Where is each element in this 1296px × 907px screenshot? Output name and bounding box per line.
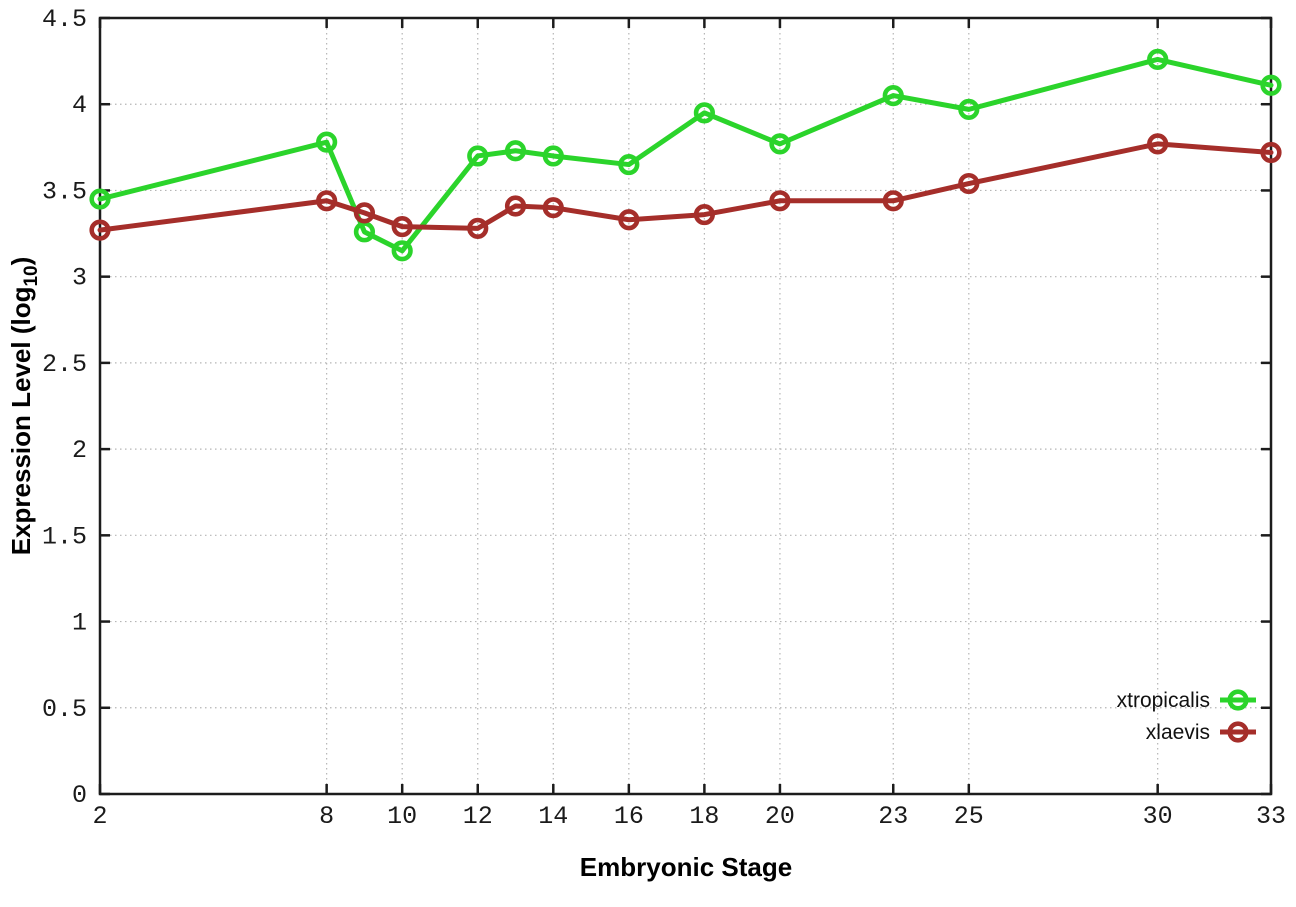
x-tick-label-30: 30 [1143, 802, 1173, 831]
x-tick-label-12: 12 [463, 802, 493, 831]
marker-xtropicalis-stage-33 [1260, 74, 1282, 96]
legend-marker-xtropicalis [1227, 689, 1249, 711]
y-tick-label-4.5: 4.5 [42, 5, 87, 34]
y-tick-label-0: 0 [72, 781, 87, 810]
x-tick-label-10: 10 [387, 802, 417, 831]
frame-layer [98, 16, 1273, 796]
marker-xlaevis-stage-10 [391, 216, 413, 238]
marker-xlaevis-stage-16 [618, 209, 640, 231]
grid-layer [99, 17, 1272, 795]
marker-xtropicalis-stage-10 [391, 240, 413, 262]
legend-marker-xlaevis [1227, 721, 1249, 743]
x-tick-label-16: 16 [614, 802, 644, 831]
marker-xtropicalis-stage-23 [882, 84, 904, 107]
marker-xlaevis-stage-20 [769, 190, 791, 212]
marker-xlaevis-stage-14 [542, 197, 564, 219]
x-tick-label-25: 25 [954, 802, 984, 831]
x-tick-label-14: 14 [538, 802, 568, 831]
marker-xtropicalis-stage-20 [769, 133, 791, 155]
y-axis-title-main: Expression Level (log [6, 287, 36, 556]
marker-xlaevis-stage-12 [467, 217, 489, 239]
y-tick-label-2: 2 [72, 436, 87, 465]
x-axis-title: Embryonic Stage [580, 852, 792, 882]
marker-xtropicalis-stage-9 [353, 221, 376, 243]
plot-border [98, 16, 1273, 796]
marker-xlaevis-stage-18 [693, 203, 715, 226]
x-tick-label-33: 33 [1256, 802, 1286, 831]
y-tick-label-2.5: 2.5 [42, 350, 87, 379]
marker-xlaevis-stage-23 [882, 190, 904, 212]
marker-xtropicalis-stage-8 [316, 131, 338, 153]
marker-xtropicalis-stage-12 [467, 145, 489, 167]
legend: xtropicalis xlaevis [1117, 689, 1256, 744]
marker-xtropicalis-stage-18 [693, 102, 715, 124]
y-tick-label-3.5: 3.5 [42, 177, 87, 206]
y-tick-label-4: 4 [72, 91, 87, 120]
y-tick-label-0.5: 0.5 [42, 695, 87, 724]
marker-xtropicalis-stage-2 [89, 188, 111, 210]
marker-xlaevis-stage-8 [316, 190, 338, 212]
x-tick-label-8: 8 [319, 802, 334, 831]
marker-xlaevis-stage-30 [1147, 133, 1169, 155]
marker-xlaevis-stage-25 [958, 172, 980, 195]
y-axis-title-suffix: ) [6, 257, 36, 266]
y-tick-label-3: 3 [72, 264, 87, 293]
legend-label-xlaevis: xlaevis [1146, 721, 1210, 744]
x-tick-label-20: 20 [765, 802, 795, 831]
legend-label-xtropicalis: xtropicalis [1117, 689, 1210, 712]
x-tick-label-2: 2 [92, 802, 107, 831]
marker-xtropicalis-stage-25 [958, 98, 980, 120]
y-axis-title: Expression Level (log10) [6, 257, 42, 556]
y-tick-label-1.5: 1.5 [42, 522, 87, 551]
marker-xlaevis-stage-33 [1260, 141, 1282, 164]
y-tick-label-1: 1 [72, 609, 87, 638]
marker-xlaevis-stage-13 [504, 195, 527, 217]
y-axis-title-subscript: 10 [21, 265, 42, 286]
x-tick-label-18: 18 [689, 802, 719, 831]
marker-xtropicalis-stage-16 [618, 153, 640, 176]
marker-xtropicalis-stage-30 [1147, 48, 1169, 70]
marker-xtropicalis-stage-14 [542, 145, 564, 167]
marker-xtropicalis-stage-13 [504, 140, 527, 162]
marker-xlaevis-stage-2 [89, 219, 111, 241]
series-layer [89, 48, 1282, 262]
marker-xlaevis-stage-9 [353, 202, 376, 224]
x-tick-label-23: 23 [878, 802, 908, 831]
tick-label-layer: 2 8 10 12 14 16 18 20 23 25 30 33 0 0.5 1 1.5 2 2.5 3 3.5 4 4… [42, 5, 1286, 831]
